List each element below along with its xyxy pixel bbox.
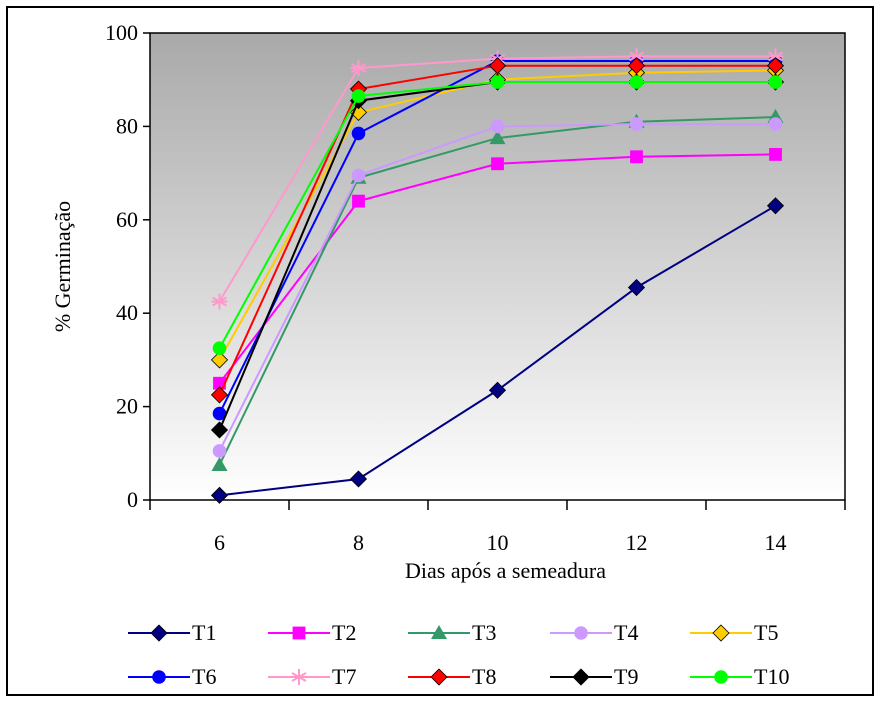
- legend-label: T2: [332, 620, 356, 645]
- series-t2: [213, 148, 782, 390]
- data-point-t2: [769, 148, 782, 161]
- legend-item-t5: T5: [690, 620, 778, 645]
- legend-item-t3: T3: [408, 620, 496, 645]
- legend-label: T6: [192, 664, 216, 689]
- legend-label: T1: [192, 620, 216, 645]
- y-tick-label: 80: [116, 113, 138, 138]
- legend-marker: [430, 668, 448, 686]
- x-axis-title: Dias após a semeadura: [405, 558, 606, 583]
- legend-label: T7: [332, 664, 356, 689]
- data-point-t10: [351, 89, 366, 103]
- data-point-t5: [210, 351, 229, 369]
- data-point-t2: [352, 194, 365, 208]
- legend-marker: [152, 670, 166, 684]
- data-point-t1: [488, 381, 507, 399]
- y-tick-label: 20: [116, 394, 138, 419]
- series-layer: [210, 48, 785, 504]
- legend-label: T4: [614, 620, 638, 645]
- legend-marker: [712, 624, 730, 642]
- data-point-t7: [211, 293, 228, 310]
- series-t4: [212, 117, 783, 458]
- axes: 0 20 40 60 80 100 6 8 10 12 14: [105, 20, 846, 555]
- data-point-t2: [491, 157, 504, 171]
- legend-label: T8: [472, 664, 496, 689]
- data-point-t4: [351, 168, 366, 183]
- legend-label: T5: [754, 620, 778, 645]
- legend-marker: [291, 669, 307, 685]
- legend-item-t9: T9: [550, 664, 638, 689]
- legend-label: T10: [754, 664, 789, 689]
- x-tick-label: 10: [487, 530, 509, 555]
- y-tick-label: 0: [127, 487, 138, 512]
- data-point-t4: [629, 117, 644, 131]
- legend-item-t7: T7: [268, 664, 356, 689]
- plot-area: [150, 33, 845, 500]
- legend-marker: [574, 626, 588, 640]
- data-point-t7: [350, 60, 367, 77]
- data-point-t3: [211, 456, 228, 471]
- data-point-t4: [490, 119, 505, 134]
- data-point-t3: [489, 130, 506, 145]
- data-point-t1: [627, 278, 646, 297]
- data-point-t10: [490, 75, 505, 89]
- data-point-t6: [212, 406, 227, 421]
- data-point-t10: [768, 75, 783, 89]
- legend-marker: [150, 624, 168, 642]
- legend-item-t4: T4: [550, 620, 638, 645]
- y-tick-label: 60: [116, 207, 138, 232]
- y-tick-label: 100: [105, 20, 138, 45]
- legend-marker: [572, 668, 590, 686]
- data-point-t10: [212, 341, 227, 356]
- legend-item-t2: T2: [268, 620, 356, 645]
- data-point-t7: [767, 48, 784, 65]
- legend-marker: [714, 670, 728, 684]
- x-tick-label: 12: [626, 530, 648, 555]
- y-axis-title: % Germinação: [50, 201, 75, 332]
- legend-marker: [431, 625, 447, 639]
- data-point-t2: [630, 150, 643, 164]
- series-t1: [210, 197, 785, 504]
- legend-item-t10: T10: [690, 664, 789, 689]
- legend-label: T9: [614, 664, 638, 689]
- chart-frame: [6, 6, 874, 696]
- data-point-t8: [210, 386, 229, 404]
- legend-label: T3: [472, 620, 496, 645]
- y-tick-label: 40: [116, 300, 138, 325]
- data-point-t6: [351, 126, 366, 141]
- plot-border: [149, 32, 846, 501]
- legend-marker: [292, 626, 306, 640]
- legend-item-t8: T8: [408, 664, 496, 689]
- series-t10: [212, 75, 783, 356]
- data-point-t10: [629, 75, 644, 89]
- data-point-t9: [210, 421, 229, 439]
- data-point-t4: [768, 117, 783, 131]
- data-point-t4: [212, 444, 227, 458]
- legend-item-t1: T1: [128, 620, 216, 645]
- data-point-t1: [349, 470, 368, 488]
- legend-item-t6: T6: [128, 664, 216, 689]
- legend: T1 T2 T3 T4 T5 T6 T7 T8 T9 T10: [128, 620, 789, 689]
- x-tick-label: 14: [765, 530, 787, 555]
- x-tick-label: 8: [353, 530, 364, 555]
- data-point-t1: [210, 486, 229, 504]
- x-tick-label: 6: [214, 530, 225, 555]
- data-point-t1: [766, 197, 785, 215]
